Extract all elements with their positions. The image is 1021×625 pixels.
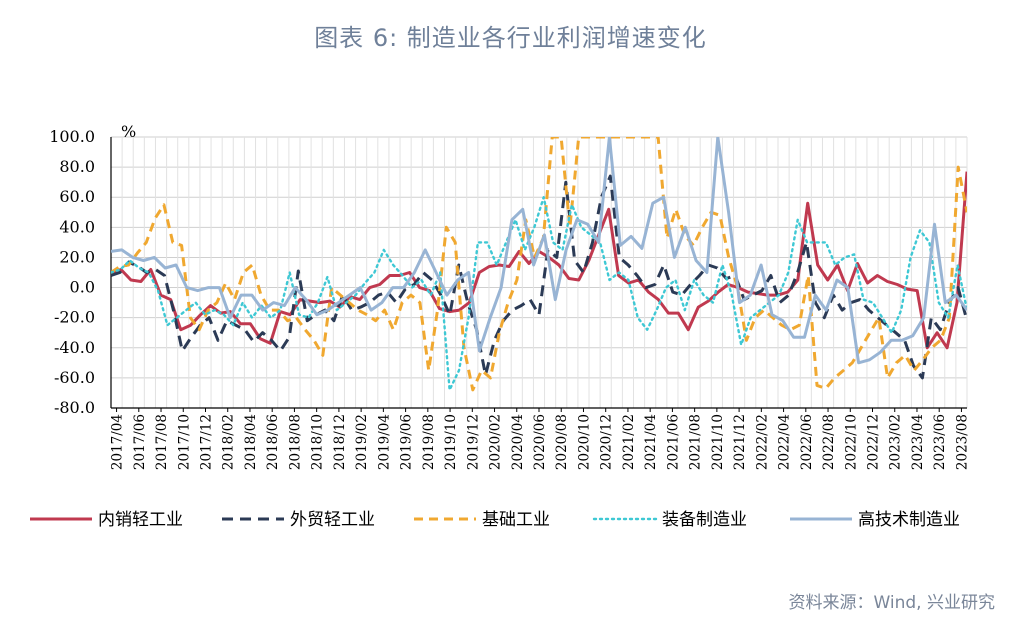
x-tick-label: 2020/02 (488, 414, 504, 470)
legend-label: 外贸轻工业 (290, 510, 375, 530)
x-tick-label: 2021/10 (710, 414, 726, 470)
legend-label: 高技术制造业 (858, 510, 960, 530)
x-tick-label: 2020/12 (599, 414, 615, 470)
series-line-5 (111, 137, 967, 365)
y-tick-label: 20.0 (59, 247, 95, 266)
x-tick-label: 2022/02 (754, 414, 770, 470)
x-tick-label: 2020/10 (576, 414, 592, 470)
x-tick-label: 2021/02 (621, 414, 637, 470)
y-tick-label: -40.0 (54, 338, 95, 357)
y-tick-label: 0.0 (70, 278, 95, 297)
grid-lines (110, 136, 968, 409)
x-axis-ticks: 2017/04 2017/06 2017/08 2017/10 2017/12 2018/… (110, 408, 970, 470)
x-tick-label: 2018/12 (332, 414, 348, 470)
x-tick-label: 2019/06 (399, 414, 415, 470)
x-tick-label: 2018/08 (287, 414, 303, 470)
x-tick-label: 2023/06 (932, 414, 948, 470)
x-tick-label: 2020/06 (532, 414, 548, 470)
x-tick-label: 2022/12 (866, 414, 882, 470)
x-tick-label: 2021/06 (665, 414, 681, 470)
x-tick-label: 2023/04 (910, 414, 926, 470)
y-tick-label: -60.0 (54, 368, 95, 387)
legend: 内销轻工业 外贸轻工业 基础工业 装备制造业 高技术制造业 (30, 510, 960, 530)
y-tick-label: 60.0 (59, 187, 95, 206)
x-tick-label: 2017/08 (154, 414, 170, 470)
x-tick-label: 2023/08 (954, 414, 970, 470)
source-note: 资料来源：Wind, 兴业研究 (788, 593, 995, 613)
series-line-4 (111, 195, 967, 392)
x-tick-label: 2019/12 (465, 414, 481, 470)
legend-label: 基础工业 (482, 510, 550, 530)
x-tick-label: 2019/10 (443, 414, 459, 470)
x-tick-label: 2018/06 (265, 414, 281, 470)
x-tick-label: 2022/10 (843, 414, 859, 470)
legend-label: 装备制造业 (662, 510, 747, 530)
series-line-2 (111, 174, 967, 380)
x-tick-label: 2022/06 (799, 414, 815, 470)
x-tick-label: 2021/04 (643, 414, 659, 470)
x-tick-label: 2018/10 (310, 414, 326, 470)
legend-label: 内销轻工业 (98, 510, 183, 530)
x-tick-label: 2019/04 (376, 414, 392, 470)
axes (110, 137, 967, 409)
chart-title: 图表 6: 制造业各行业利润增速变化 (314, 24, 707, 52)
y-tick-label: 100.0 (49, 127, 95, 146)
series-layer (111, 137, 967, 392)
x-tick-label: 2020/04 (510, 414, 526, 470)
x-tick-label: 2021/12 (732, 414, 748, 470)
y-tick-label: 40.0 (59, 217, 95, 236)
x-tick-label: 2021/08 (688, 414, 704, 470)
y-axis-unit: % (121, 122, 136, 141)
x-tick-label: 2017/12 (198, 414, 214, 470)
y-tick-label: 80.0 (59, 157, 95, 176)
y-tick-label: -20.0 (54, 308, 95, 327)
x-tick-label: 2022/08 (821, 414, 837, 470)
x-tick-label: 2019/08 (421, 414, 437, 470)
y-tick-label: -80.0 (54, 398, 95, 417)
x-tick-label: 2020/08 (554, 414, 570, 470)
x-tick-label: 2019/02 (354, 414, 370, 470)
x-tick-label: 2023/02 (888, 414, 904, 470)
x-tick-label: 2017/10 (176, 414, 192, 470)
x-tick-label: 2017/04 (110, 414, 126, 470)
x-tick-label: 2017/06 (132, 414, 148, 470)
series-line-1 (111, 171, 967, 350)
x-tick-label: 2022/04 (777, 414, 793, 470)
y-axis-ticks: 100.0 80.0 60.0 40.0 20.0 0.0 -20.0 -40.0 -60.0 -… (49, 127, 95, 417)
x-tick-label: 2018/02 (221, 414, 237, 470)
x-tick-label: 2018/04 (243, 414, 259, 470)
